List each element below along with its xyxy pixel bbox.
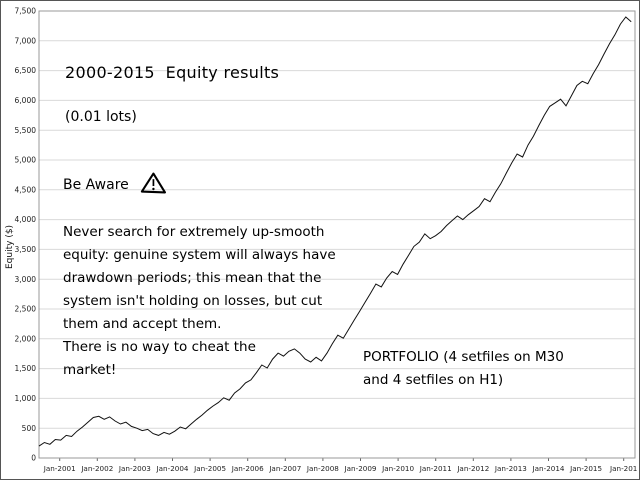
svg-text:6,000: 6,000	[15, 96, 37, 105]
svg-text:7,000: 7,000	[15, 36, 37, 45]
svg-text:Jan-2011: Jan-2011	[419, 464, 452, 473]
svg-text:Jan-2004: Jan-2004	[156, 464, 189, 473]
svg-text:3,500: 3,500	[15, 245, 37, 254]
portfolio-note: PORTFOLIO (4 setfiles on M30 and 4 setfi…	[363, 349, 564, 388]
svg-text:3,000: 3,000	[15, 275, 37, 284]
svg-text:Jan-2001: Jan-2001	[43, 464, 76, 473]
svg-text:2,000: 2,000	[15, 334, 37, 343]
svg-text:0: 0	[31, 454, 36, 463]
svg-text:5,500: 5,500	[15, 126, 37, 135]
svg-text:4,500: 4,500	[15, 185, 37, 194]
svg-text:6,500: 6,500	[15, 66, 37, 75]
warning-triangle-icon	[140, 172, 166, 194]
svg-text:Jan-2012: Jan-2012	[456, 464, 489, 473]
svg-text:500: 500	[22, 424, 37, 433]
svg-text:Jan-2009: Jan-2009	[344, 464, 377, 473]
svg-text:Jan-2005: Jan-2005	[193, 464, 226, 473]
svg-text:4,000: 4,000	[15, 215, 37, 224]
svg-text:Jan-2002: Jan-2002	[80, 464, 113, 473]
svg-text:Jan-2014: Jan-2014	[532, 464, 565, 473]
advice-note: Never search for extremely up-smooth equ…	[63, 224, 336, 378]
svg-text:Jan-2010: Jan-2010	[381, 464, 414, 473]
svg-text:1,500: 1,500	[15, 364, 37, 373]
y-axis-title: Equity ($)	[5, 224, 15, 269]
svg-text:Jan-2003: Jan-2003	[118, 464, 151, 473]
be-aware-label: Be Aware	[63, 172, 167, 197]
svg-text:2,500: 2,500	[15, 305, 37, 314]
chart-title: 2000-2015 Equity results	[65, 63, 280, 82]
svg-text:Jan-2006: Jan-2006	[231, 464, 264, 473]
svg-text:Jan-2008: Jan-2008	[306, 464, 339, 473]
svg-text:Jan-2015: Jan-2015	[569, 464, 602, 473]
svg-text:Jan-201: Jan-201	[609, 464, 637, 473]
svg-text:Jan-2013: Jan-2013	[494, 464, 527, 473]
be-aware-text: Be Aware	[63, 177, 129, 193]
svg-text:Jan-2007: Jan-2007	[268, 464, 301, 473]
svg-text:1,000: 1,000	[15, 394, 37, 403]
svg-text:7,500: 7,500	[15, 7, 37, 16]
lots-subtitle: (0.01 lots)	[65, 109, 137, 125]
svg-text:5,000: 5,000	[15, 156, 37, 165]
